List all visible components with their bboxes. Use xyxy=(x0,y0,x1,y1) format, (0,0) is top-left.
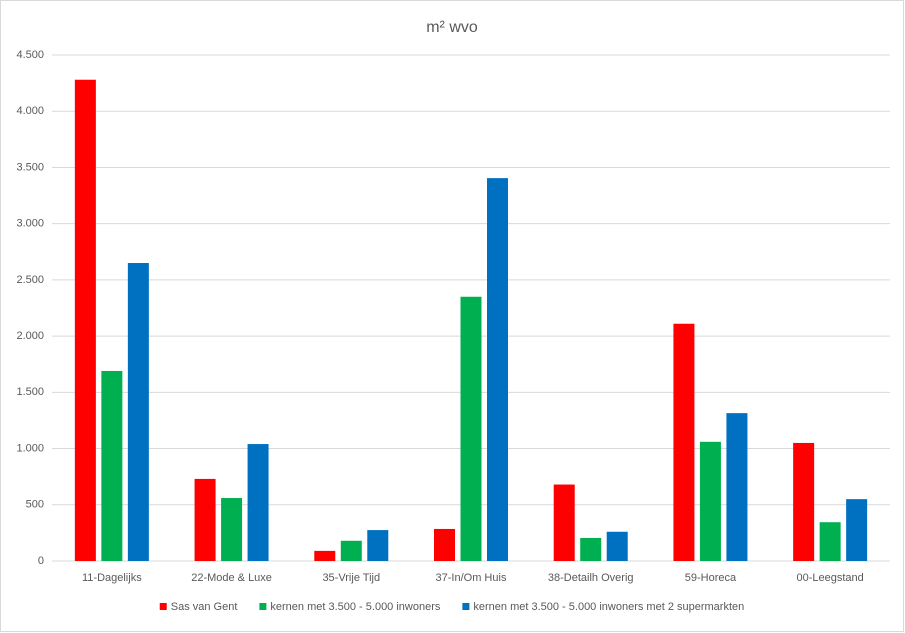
y-tick-label: 1.000 xyxy=(16,442,44,454)
bar xyxy=(74,79,96,561)
x-tick-label: 38-Detailh Overig xyxy=(548,572,634,584)
bar xyxy=(606,531,628,561)
legend-marker xyxy=(159,603,167,610)
x-tick-label: 37-In/Om Huis xyxy=(436,572,507,584)
bar xyxy=(434,528,455,561)
bar xyxy=(314,550,336,561)
bar xyxy=(673,323,695,561)
bar xyxy=(726,413,748,561)
x-tick-label: 22-Mode & Luxe xyxy=(191,572,272,584)
y-tick-label: 2.500 xyxy=(16,274,44,286)
y-tick-label: 4.000 xyxy=(16,105,44,117)
y-tick-label: 3.500 xyxy=(16,161,44,173)
chart-title: m² wvo xyxy=(426,19,478,36)
bar xyxy=(247,444,269,561)
legend-marker xyxy=(462,603,470,610)
bar xyxy=(340,540,362,561)
bar xyxy=(846,499,868,561)
x-tick-label: 35-Vrije Tijd xyxy=(322,572,380,584)
x-tick-label: 11-Dagelijks xyxy=(82,572,142,584)
bar xyxy=(793,442,815,561)
y-tick-label: 1.500 xyxy=(16,386,44,398)
bar xyxy=(367,530,389,561)
y-tick-label: 4.500 xyxy=(16,49,44,61)
y-tick-label: 3.000 xyxy=(16,218,44,230)
x-tick-label: 00-Leegstand xyxy=(797,572,864,584)
bar xyxy=(580,537,602,561)
bar xyxy=(553,484,575,561)
bar xyxy=(460,296,482,561)
legend-label: kernen met 3.500 - 5.000 inwoners xyxy=(270,601,440,613)
bar xyxy=(699,441,721,561)
bar xyxy=(221,498,243,561)
bar xyxy=(487,178,508,562)
bar xyxy=(819,522,841,561)
x-tick-label: 59-Horeca xyxy=(685,572,737,584)
bar xyxy=(101,370,123,561)
y-tick-label: 0 xyxy=(38,555,44,567)
bar xyxy=(194,478,216,561)
bar xyxy=(127,263,149,561)
legend-marker xyxy=(259,603,267,610)
y-tick-label: 2.000 xyxy=(16,330,44,342)
legend-label: kernen met 3.500 - 5.000 inwoners met 2 … xyxy=(473,601,744,613)
legend-label: Sas van Gent xyxy=(171,601,238,613)
y-tick-label: 500 xyxy=(26,499,44,511)
